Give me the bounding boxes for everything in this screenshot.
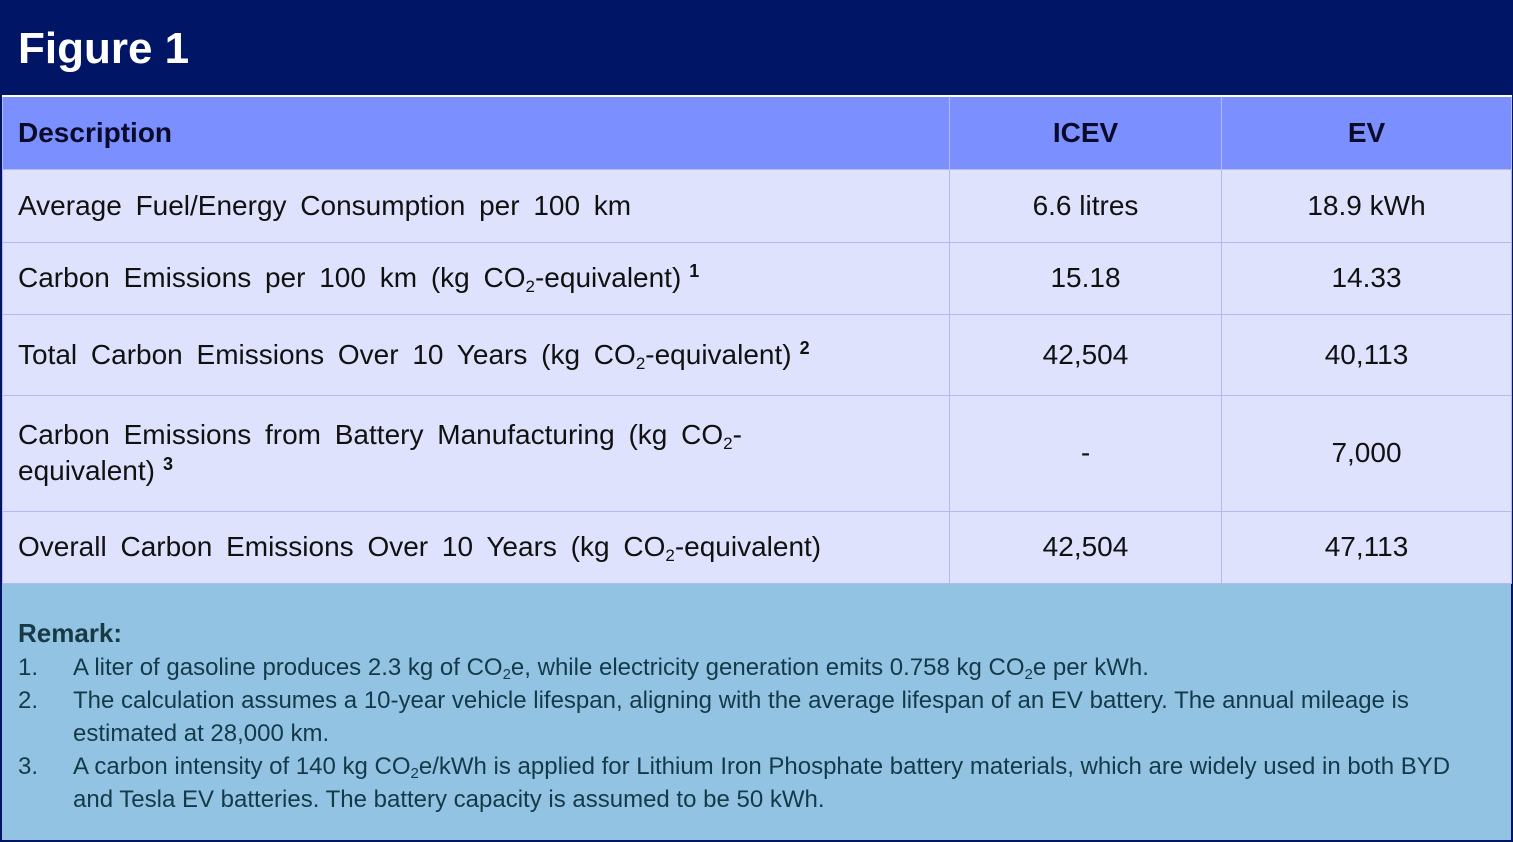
row-description: Overall Carbon Emissions Over 10 Years (…: [2, 510, 950, 584]
table-row: Carbon Emissions from Battery Manufactur…: [2, 394, 1512, 512]
row-icev-value: 15.18: [949, 241, 1222, 315]
row-description: Carbon Emissions per 100 km (kg CO2-equi…: [2, 241, 950, 315]
header-icev: ICEV: [949, 95, 1222, 170]
remark-number: 1.: [18, 654, 39, 681]
remark-item: 3. A carbon intensity of 140 kg CO2e/kWh…: [18, 750, 1495, 816]
row-ev-value: 40,113: [1221, 313, 1512, 396]
remark-number: 3.: [18, 753, 39, 780]
row-icev-value: 6.6 litres: [949, 168, 1222, 243]
footnote-ref: 1: [689, 261, 700, 281]
row-description: Carbon Emissions from Battery Manufactur…: [2, 394, 950, 512]
remark-number: 2.: [18, 687, 39, 714]
remark-list: 1. A liter of gasoline produces 2.3 kg o…: [18, 651, 1495, 816]
row-ev-value: 18.9 kWh: [1221, 168, 1512, 243]
table-header-row: Description ICEV EV: [2, 95, 1512, 170]
remark-panel: Remark: 1. A liter of gasoline produces …: [2, 584, 1511, 840]
figure-title: Figure 1: [2, 2, 1511, 95]
row-ev-value: 7,000: [1221, 394, 1512, 512]
remark-title: Remark:: [18, 618, 123, 648]
row-icev-value: -: [949, 394, 1222, 512]
row-icev-value: 42,504: [949, 313, 1222, 396]
remark-item: 1. A liter of gasoline produces 2.3 kg o…: [18, 651, 1495, 684]
footnote-ref: 3: [162, 454, 173, 474]
header-ev: EV: [1221, 95, 1512, 170]
table-row: Overall Carbon Emissions Over 10 Years (…: [2, 510, 1512, 584]
row-ev-value: 47,113: [1221, 510, 1512, 584]
row-description: Total Carbon Emissions Over 10 Years (kg…: [2, 313, 950, 396]
header-description: Description: [2, 95, 950, 170]
table-row: Carbon Emissions per 100 km (kg CO2-equi…: [2, 241, 1512, 315]
footnote-ref: 2: [799, 337, 810, 358]
table-row: Average Fuel/Energy Consumption per 100 …: [2, 168, 1512, 243]
row-ev-value: 14.33: [1221, 241, 1512, 315]
emissions-table: Description ICEV EV Average Fuel/Energy …: [2, 95, 1512, 584]
remark-item: 2. The calculation assumes a 10-year veh…: [18, 684, 1495, 750]
row-description: Average Fuel/Energy Consumption per 100 …: [2, 168, 950, 243]
row-icev-value: 42,504: [949, 510, 1222, 584]
table-row: Total Carbon Emissions Over 10 Years (kg…: [2, 313, 1512, 396]
